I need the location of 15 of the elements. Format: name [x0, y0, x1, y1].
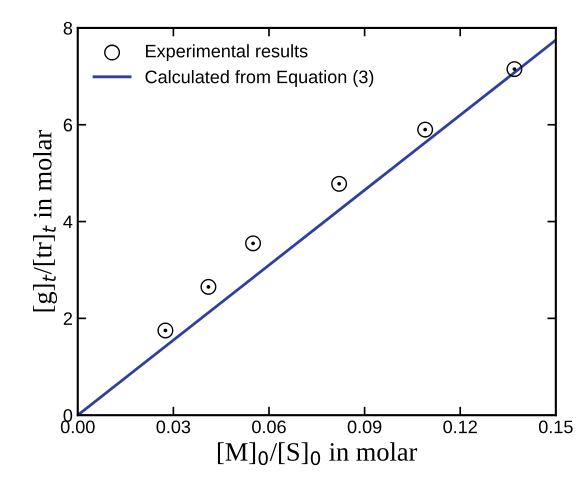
y-tick-label: 4 [63, 216, 72, 228]
x-tick-label: 0.09 [348, 420, 382, 434]
legend-label: Calculated from Equation (3) [145, 70, 374, 87]
y-tick-label: 2 [64, 312, 72, 325]
y-axis-title: [g]$_{t}$/[tr]$_{t}$ in molar [33, 130, 58, 312]
legend-label: Experimental results [146, 44, 308, 62]
x-tick-label: 0.06 [252, 420, 286, 434]
x-tick-label: 0.12 [443, 420, 477, 434]
x-axis-title: [M]$_{0}$/[S]$_{0}$ in molar [218, 442, 418, 466]
x-tick-label: 0.15 [538, 420, 573, 434]
y-tick-label: 0 [64, 409, 72, 422]
y-tick-label: 6 [64, 118, 72, 132]
y-tick-label: 8 [64, 22, 72, 35]
x-tick-label: 0.00 [60, 420, 95, 434]
x-tick-label: 0.03 [156, 420, 190, 434]
